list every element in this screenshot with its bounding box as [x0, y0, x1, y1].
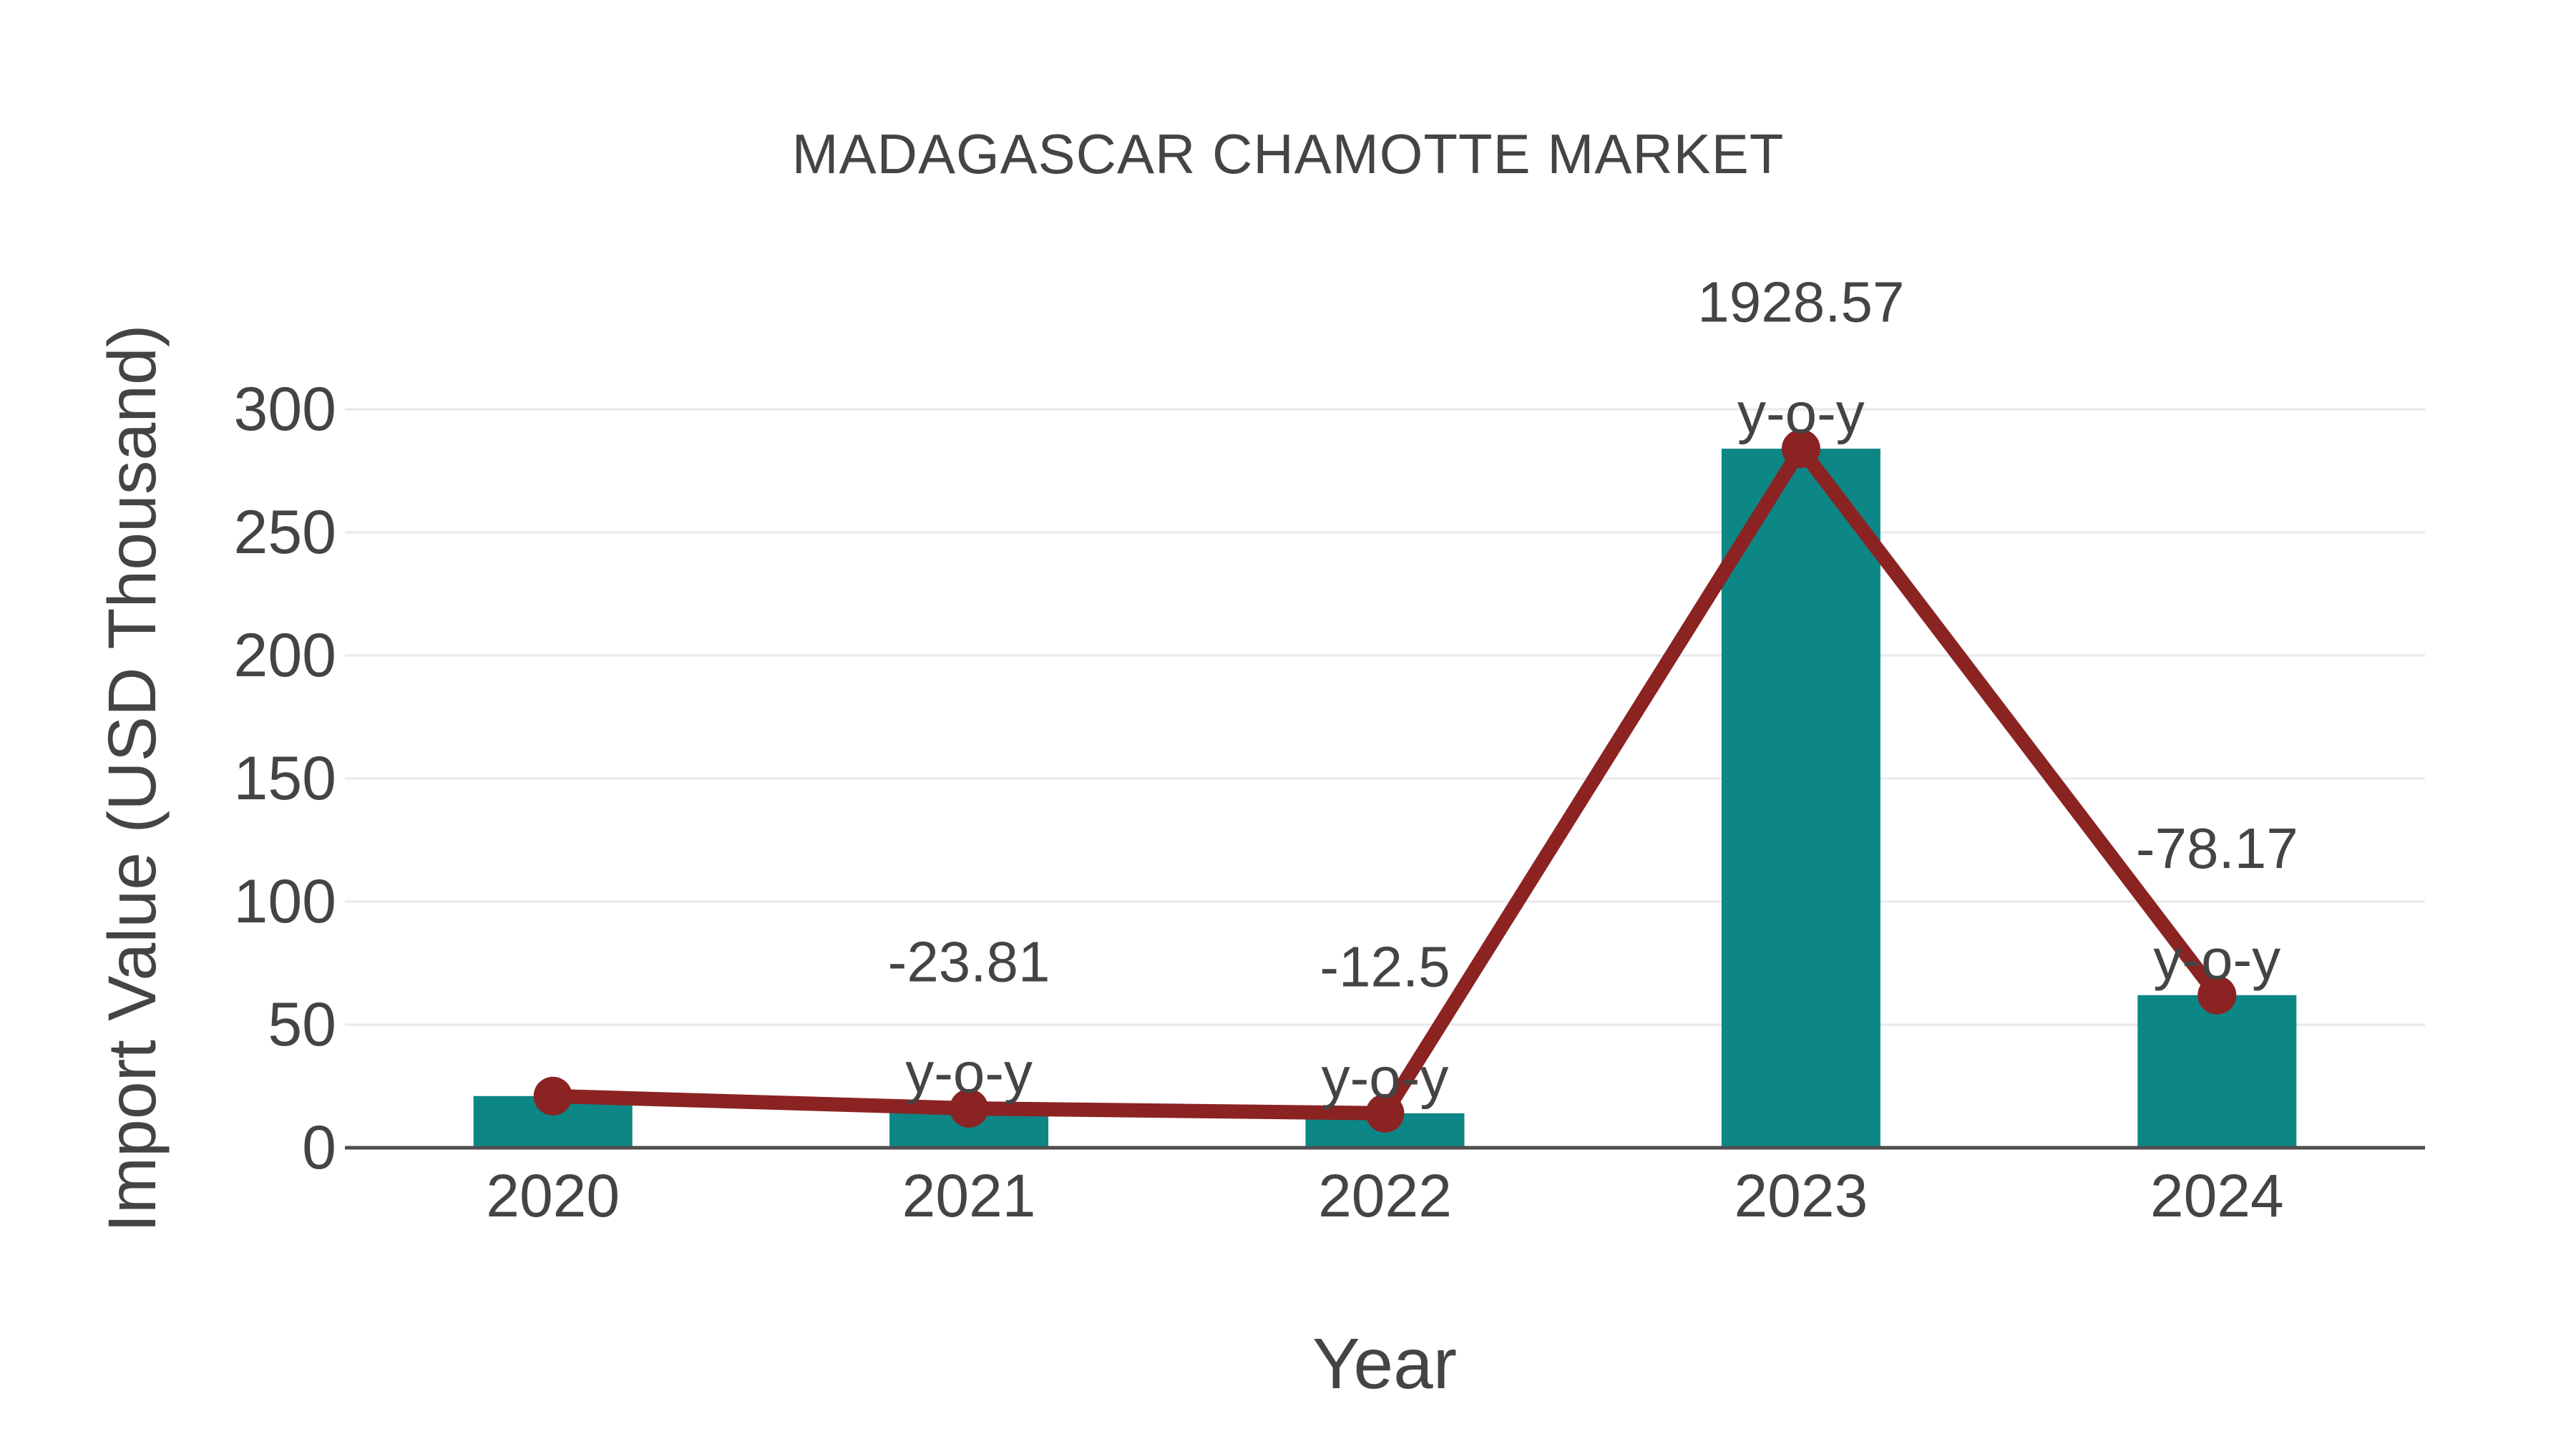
marker-2023 — [1781, 429, 1820, 469]
annotation-yoy-2022: y-o-y — [1322, 1045, 1449, 1109]
y-tick-label-250: 250 — [234, 498, 337, 567]
annotation-value-2023: 1928.57 — [1697, 270, 1904, 334]
chart-title: MADAGASCAR CHAMOTTE MARKET — [792, 122, 1785, 185]
bar-2023 — [1721, 449, 1880, 1148]
bar-2024 — [2137, 995, 2297, 1148]
y-tick-label-200: 200 — [234, 621, 337, 690]
annotation-yoy-2023: y-o-y — [1737, 381, 1865, 445]
marker-2022 — [1365, 1093, 1405, 1133]
annotation-yoy-2021: y-o-y — [905, 1040, 1033, 1104]
x-tick-label-2021: 2021 — [902, 1162, 1036, 1229]
marker-2021 — [950, 1088, 989, 1128]
y-axis-title: Import Value (USD Thousand) — [94, 324, 170, 1232]
x-tick-label-2020: 2020 — [486, 1162, 620, 1229]
marker-2024 — [2197, 975, 2237, 1015]
y-tick-label-150: 150 — [234, 744, 337, 813]
x-tick-label-2023: 2023 — [1734, 1162, 1868, 1229]
marker-2020 — [533, 1076, 572, 1116]
x-tick-label-2022: 2022 — [1318, 1162, 1452, 1229]
y-tick-label-50: 50 — [268, 990, 336, 1059]
x-axis-title: Year — [1312, 1324, 1457, 1404]
y-tick-label-0: 0 — [302, 1113, 336, 1182]
y-tick-label-100: 100 — [234, 867, 337, 936]
y-tick-label-300: 300 — [234, 375, 337, 444]
annotation-value-2024: -78.17 — [2136, 816, 2298, 880]
annotation-value-2021: -23.81 — [888, 930, 1050, 993]
x-tick-label-2024: 2024 — [2150, 1162, 2284, 1229]
annotation-yoy-2024: y-o-y — [2153, 927, 2280, 991]
annotation-value-2022: -12.5 — [1319, 935, 1450, 998]
